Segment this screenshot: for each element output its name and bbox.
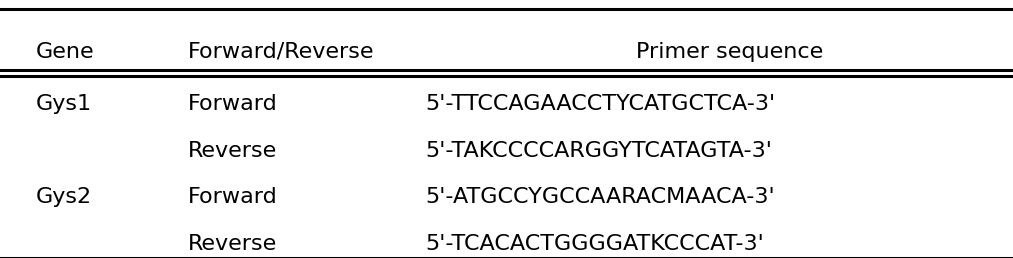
Text: Gene: Gene (35, 42, 94, 62)
Text: 5'-TAKCCCCARGGYTCATAGTA-3': 5'-TAKCCCCARGGYTCATAGTA-3' (425, 141, 772, 161)
Text: Primer sequence: Primer sequence (636, 42, 823, 62)
Text: Reverse: Reverse (187, 141, 277, 161)
Text: Gys2: Gys2 (35, 187, 91, 207)
Text: Forward/Reverse: Forward/Reverse (187, 42, 374, 62)
Text: Reverse: Reverse (187, 234, 277, 254)
Text: 5'-ATGCCYGCCAARACMAACA-3': 5'-ATGCCYGCCAARACMAACA-3' (425, 187, 775, 207)
Text: Forward: Forward (187, 94, 278, 115)
Text: Gys1: Gys1 (35, 94, 91, 115)
Text: Forward: Forward (187, 187, 278, 207)
Text: 5'-TCACACTGGGGATKCCCAT-3': 5'-TCACACTGGGGATKCCCAT-3' (425, 234, 764, 254)
Text: 5'-TTCCAGAACCTYCATGCTCA-3': 5'-TTCCAGAACCTYCATGCTCA-3' (425, 94, 776, 115)
